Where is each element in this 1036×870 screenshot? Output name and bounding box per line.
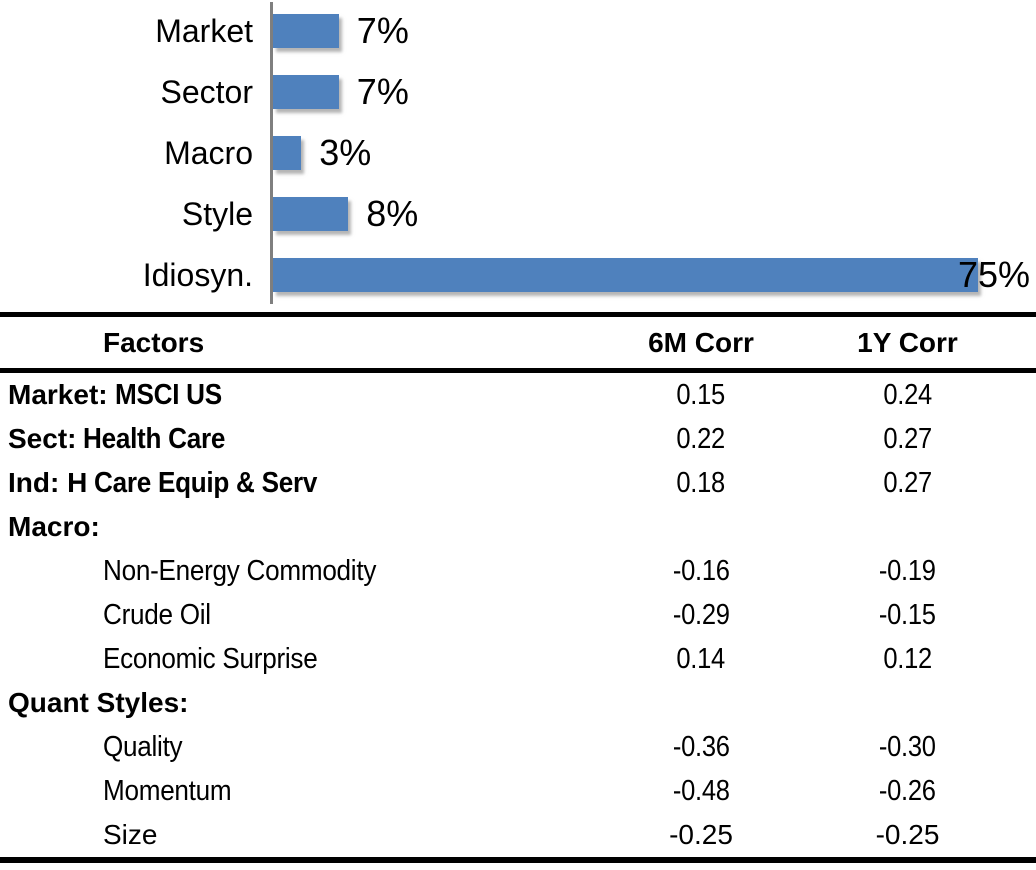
corr-1y-value: -0.26 <box>879 774 936 807</box>
bar-market <box>273 14 339 48</box>
factor-label: Size <box>103 819 158 850</box>
column-header-6m-corr: 6M Corr <box>648 326 754 358</box>
value-label-market: 7% <box>356 10 409 51</box>
chart-row-idiosyn: Idiosyn. 75% <box>0 253 1036 297</box>
corr-1y-value: -0.30 <box>879 730 936 763</box>
table-row-crude-oil: Crude Oil -0.29 -0.15 <box>0 593 1036 637</box>
corr-1y-value: -0.15 <box>879 598 936 631</box>
table-row-non-energy-commodity: Non-Energy Commodity -0.16 -0.19 <box>0 549 1036 593</box>
corr-6m-value: 0.22 <box>676 422 726 455</box>
corr-1y-value: 0.24 <box>883 378 932 411</box>
bar-style <box>273 197 349 231</box>
value-label-macro: 3% <box>319 132 372 173</box>
chart-row-market: Market 7% <box>0 9 1036 53</box>
table-header-rule <box>0 368 1036 373</box>
table-header-row: Factors 6M Corr 1Y Corr <box>0 317 1036 368</box>
factor-label: Health Care <box>83 422 226 455</box>
category-label-macro: Macro <box>164 135 253 171</box>
factor-prefix: Macro: <box>8 511 100 542</box>
table-row-industry: Ind: H Care Equip & Serv 0.18 0.27 <box>0 461 1036 505</box>
corr-6m-value: 0.14 <box>676 642 726 675</box>
factor-label: Crude Oil <box>103 598 211 631</box>
chart-row-style: Style 8% <box>0 192 1036 236</box>
factor-contribution-bar-chart: Market 7% Sector 7% Macro 3% Style 8% Id… <box>0 0 1036 312</box>
y-axis-line <box>270 2 273 304</box>
category-label-idiosyn: Idiosyn. <box>142 257 253 293</box>
chart-row-sector: Sector 7% <box>0 70 1036 114</box>
bar-idiosyn <box>273 258 978 292</box>
table-row-size: Size -0.25 -0.25 <box>0 813 1036 857</box>
table-row-sector: Sect: Health Care 0.22 0.27 <box>0 417 1036 461</box>
factor-label: Economic Surprise <box>103 642 318 675</box>
factor-label: Momentum <box>103 774 232 807</box>
corr-6m-value: -0.25 <box>669 819 733 850</box>
table-row-economic-surprise: Economic Surprise 0.14 0.12 <box>0 637 1036 681</box>
factor-prefix: Quant Styles: <box>8 687 189 718</box>
factor-correlation-table: Factors 6M Corr 1Y Corr Market: MSCI US 0… <box>0 312 1036 863</box>
corr-1y-value: 0.27 <box>883 422 932 455</box>
value-label-style: 8% <box>366 193 419 234</box>
factor-prefix: Market: <box>8 378 108 410</box>
factor-label: Quality <box>103 730 183 763</box>
table-row-quality: Quality -0.36 -0.30 <box>0 725 1036 769</box>
table-row-macro-header: Macro: <box>0 505 1036 549</box>
table-row-momentum: Momentum -0.48 -0.26 <box>0 769 1036 813</box>
category-label-style: Style <box>181 196 253 232</box>
table-top-rule <box>0 312 1036 317</box>
corr-6m-value: 0.18 <box>676 466 726 499</box>
value-label-sector: 7% <box>356 71 409 112</box>
corr-6m-value: -0.36 <box>672 730 730 763</box>
table-row-quant-styles-header: Quant Styles: <box>0 681 1036 725</box>
corr-1y-value: 0.12 <box>883 642 932 675</box>
corr-6m-value: -0.16 <box>672 554 730 587</box>
corr-1y-value: -0.19 <box>879 554 936 587</box>
factor-prefix: Ind: H <box>8 466 88 498</box>
factor-label: Non-Energy Commodity <box>103 554 377 587</box>
corr-6m-value: 0.15 <box>676 378 726 411</box>
value-label-idiosyn: 75% <box>957 254 1030 295</box>
corr-1y-value: -0.25 <box>875 819 940 850</box>
category-label-sector: Sector <box>160 74 253 110</box>
bar-sector <box>273 75 339 109</box>
column-header-factors: Factors <box>103 326 205 358</box>
table-row-market: Market: MSCI US 0.15 0.24 <box>0 373 1036 417</box>
factor-label: Care Equip & Serv <box>94 466 318 499</box>
corr-1y-value: 0.27 <box>883 466 932 499</box>
corr-6m-value: -0.48 <box>672 774 730 807</box>
corr-6m-value: -0.29 <box>672 598 730 631</box>
chart-row-macro: Macro 3% <box>0 131 1036 175</box>
factor-prefix: Sect: <box>8 422 77 454</box>
column-header-1y-corr: 1Y Corr <box>857 326 958 358</box>
category-label-market: Market <box>155 13 253 49</box>
bar-macro <box>273 136 302 170</box>
factor-label: MSCI US <box>114 378 222 411</box>
table-bottom-rule <box>0 857 1036 863</box>
